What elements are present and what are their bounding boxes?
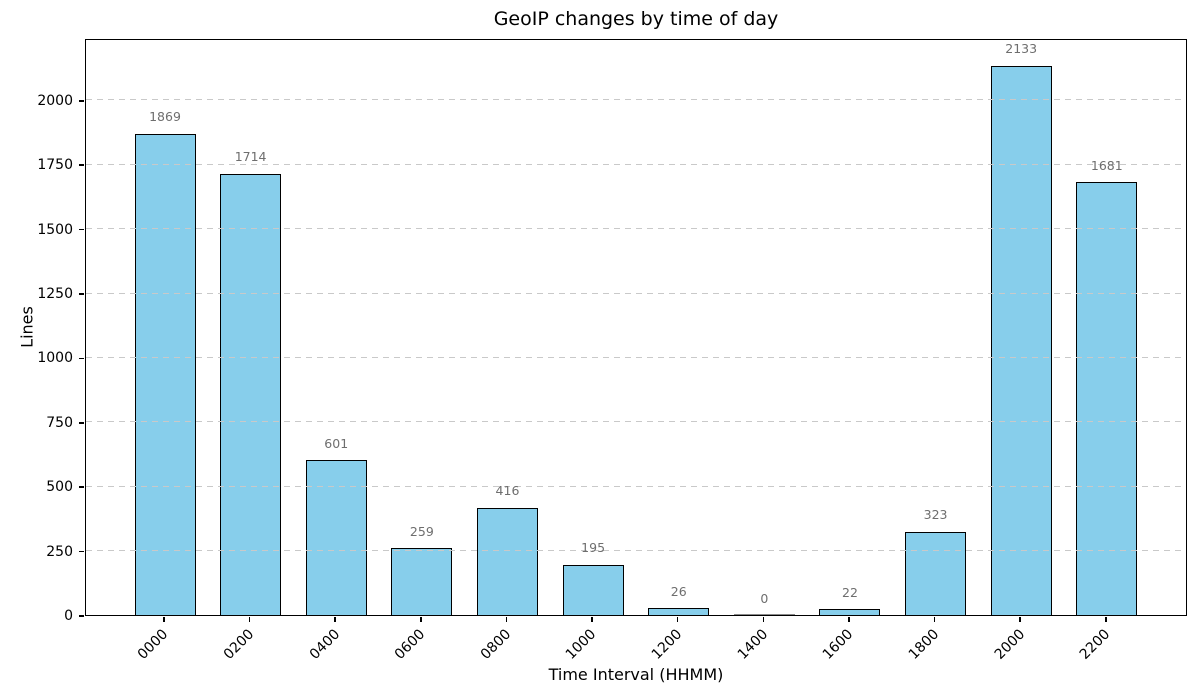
x-tick-mark-1200	[676, 617, 679, 622]
bar-2200	[1076, 182, 1138, 615]
y-tick-mark-0	[79, 615, 84, 617]
bar-value-label-2000: 2133	[1005, 41, 1038, 57]
bar-1200	[648, 608, 710, 615]
bar-value-label-1000: 195	[581, 540, 606, 556]
gridline-y-1000	[86, 356, 1186, 358]
x-tick-mark-0400	[334, 617, 336, 622]
x-tick-mark-1400	[762, 617, 765, 622]
y-tick-mark-1500	[79, 228, 84, 231]
x-tick-mark-0200	[248, 617, 251, 622]
x-tick-mark-0000	[163, 617, 165, 622]
gridline-y-500	[86, 485, 1186, 487]
y-tick-mark-250	[79, 550, 84, 553]
y-tick-label-250: 250	[46, 543, 73, 560]
bar-1000	[562, 564, 624, 615]
bar-value-label-2200: 1681	[1090, 157, 1123, 173]
y-tick-mark-1750	[79, 164, 84, 166]
x-tick-mark-1000	[591, 617, 593, 622]
bar-1800	[905, 531, 967, 615]
y-tick-mark-500	[79, 486, 84, 488]
x-tick-mark-0800	[505, 617, 508, 622]
y-tick-mark-1250	[79, 293, 84, 295]
x-tick-label-0600: 0600	[391, 626, 429, 663]
y-tick-label-750: 750	[46, 414, 73, 431]
y-tick-mark-2000	[79, 100, 84, 102]
bar-value-label-0200: 1714	[234, 149, 267, 164]
bar-2000	[990, 65, 1052, 615]
bar-0400	[305, 460, 367, 615]
y-tick-label-0: 0	[64, 608, 73, 624]
x-tick-label-1000: 1000	[563, 626, 600, 663]
gridline-y-1500	[86, 228, 1186, 230]
bar-value-label-1600: 22	[842, 584, 858, 600]
bar-0200	[220, 173, 282, 615]
y-tick-mark-1000	[79, 357, 84, 360]
x-tick-mark-2200	[1105, 617, 1107, 622]
bar-value-label-1400: 0	[760, 590, 769, 606]
x-tick-label-1600: 1600	[820, 626, 857, 663]
x-axis-label: Time Interval (HHMM)	[548, 665, 724, 684]
x-tick-label-1800: 1800	[905, 626, 943, 663]
gridline-y-1750	[86, 163, 1186, 165]
y-axis-label: Lines	[17, 306, 37, 348]
y-tick-label-2000: 2000	[37, 92, 73, 109]
gridline-y-250	[86, 550, 1186, 552]
x-tick-label-0400: 0400	[306, 626, 343, 663]
gridline-y-1250	[86, 292, 1186, 294]
y-tick-label-1750: 1750	[37, 157, 73, 174]
gridline-y-2000	[86, 99, 1186, 101]
bar-value-label-0000: 1869	[149, 109, 181, 125]
x-tick-label-0800: 0800	[477, 626, 515, 663]
y-tick-label-500: 500	[46, 479, 73, 496]
x-tick-mark-1800	[933, 617, 936, 622]
x-tick-mark-0600	[420, 617, 422, 622]
bar-value-label-1200: 26	[670, 583, 687, 599]
chart-title: GeoIP changes by time of day	[493, 8, 779, 30]
x-tick-label-0000: 0000	[135, 626, 172, 663]
bar-1400	[733, 614, 795, 615]
bar-0000	[134, 133, 196, 615]
x-tick-mark-1600	[848, 617, 850, 622]
gridline-y-750	[86, 421, 1186, 423]
y-tick-label-1250: 1250	[37, 286, 73, 302]
bar-0600	[391, 548, 453, 615]
x-tick-label-2200: 2200	[1076, 626, 1114, 663]
bar-value-label-1800: 323	[923, 507, 948, 523]
bar-0800	[476, 507, 538, 615]
plot-area: 1869 1714 601 259 416 195 26 0 22 323 2133 1681	[85, 39, 1187, 616]
bar-1600	[819, 609, 881, 615]
x-tick-mark-2000	[1019, 617, 1021, 622]
bar-value-label-0600: 259	[409, 523, 434, 539]
x-tick-label-2000: 2000	[991, 626, 1028, 663]
y-tick-label-1000: 1000	[37, 350, 73, 367]
x-tick-label-1400: 1400	[734, 626, 771, 663]
x-tick-label-1200: 1200	[648, 626, 686, 663]
bar-value-label-0800: 416	[495, 483, 520, 499]
y-tick-mark-750	[79, 422, 84, 424]
bar-value-label-0400: 601	[324, 435, 349, 451]
x-tick-label-0200: 0200	[220, 626, 258, 663]
y-tick-label-1500: 1500	[37, 221, 73, 238]
